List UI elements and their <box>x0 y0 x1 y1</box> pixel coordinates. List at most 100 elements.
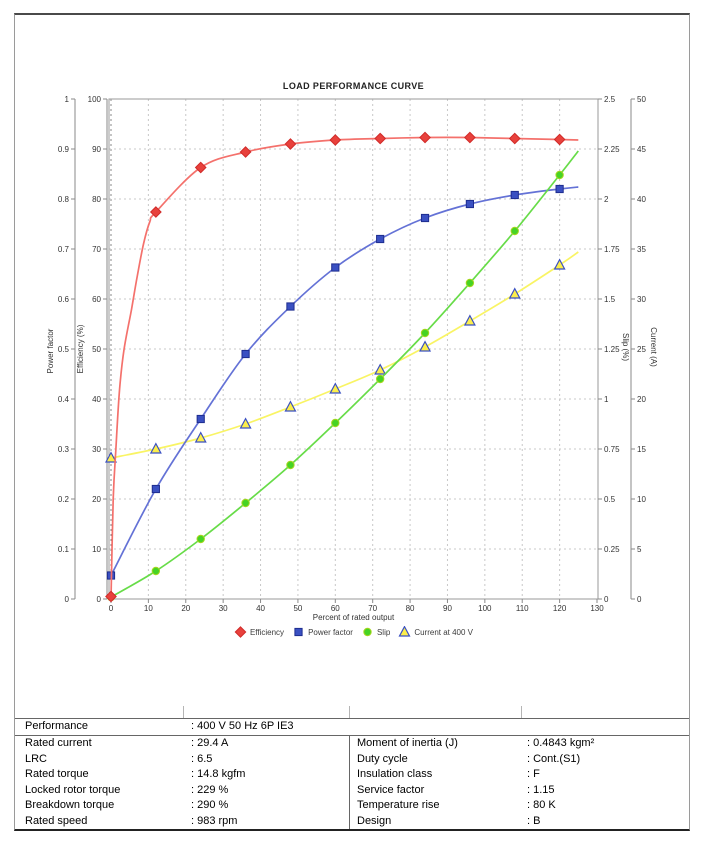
x-axis: 0 10 20 30 40 50 60 70 80 90 100 110 120 130 <box>109 599 604 613</box>
tick-label: 90 <box>92 145 101 154</box>
tick-label: 60 <box>92 295 101 304</box>
row-value: : 983 rpm <box>191 814 238 827</box>
tick-label: 100 <box>478 604 492 613</box>
current-axis-title: Current (A) <box>649 327 658 367</box>
row-value: : Cont.(S1) <box>527 752 581 765</box>
efficiency-legend-marker-icon <box>234 626 247 638</box>
chart-title: LOAD PERFORMANCE CURVE <box>282 81 425 91</box>
power-factor-axis: 0 0.1 0.2 0.3 0.4 0.5 0.6 0.7 0.8 0.9 1 Power facto… <box>46 95 76 604</box>
tick-label: 0 <box>109 604 114 613</box>
table-column-divider <box>183 706 184 718</box>
table-row: Breakdown torque : 290 % Temperature rise:… <box>15 798 689 814</box>
row-value: : F <box>527 768 540 780</box>
tick-label: 10 <box>637 495 646 504</box>
tick-label: 130 <box>590 604 604 613</box>
table-row: LRC: 6.5 Duty cycle: Cont.(S1) <box>15 752 689 768</box>
row-label: Service factor <box>357 783 425 796</box>
legend-label: Slip <box>376 627 391 637</box>
tick-label: 90 <box>443 604 452 613</box>
row-value: : 29.4 A <box>191 737 229 749</box>
row-label: Temperature rise <box>357 799 440 811</box>
efficiency-axis-title: Efficiency (%) <box>76 324 85 373</box>
tick-label: 20 <box>92 495 101 504</box>
tick-label: 2.5 <box>604 95 616 104</box>
tick-label: 0.4 <box>58 395 70 404</box>
tick-label: 70 <box>92 245 101 254</box>
table-rule-top <box>15 718 689 719</box>
row-label: Locked rotor torque <box>25 783 121 796</box>
tick-label: 0.5 <box>58 345 70 354</box>
row-value: : 1.15 <box>527 783 555 796</box>
table-rule-middle <box>15 735 689 736</box>
tick-label: 1.75 <box>604 245 620 254</box>
legend-label: Current at 400 V <box>414 627 474 637</box>
legend-item-efficiency: Efficiency <box>234 626 284 638</box>
x-axis-title: Percent of rated output <box>312 613 395 622</box>
legend-label: Power factor <box>308 627 353 637</box>
slip-legend-marker-icon <box>363 627 372 637</box>
tick-label: 100 <box>88 95 102 104</box>
tick-label: 10 <box>92 545 101 554</box>
tick-label: 50 <box>637 95 646 104</box>
tick-label: 0.7 <box>58 245 70 254</box>
table-row: Rated current: 29.4 A Moment of inertia (… <box>15 736 689 752</box>
chart-canvas: 0 0.1 0.2 0.3 0.4 0.5 0.6 0.7 0.8 0.9 1 Power facto… <box>46 95 658 613</box>
row-label: Breakdown torque <box>25 799 115 811</box>
tick-label: 0.2 <box>58 495 70 504</box>
tick-label: 0.75 <box>604 445 620 454</box>
table-center-divider <box>349 736 350 829</box>
row-label: Rated current <box>25 737 92 749</box>
tick-label: 40 <box>637 195 646 204</box>
performance-value: : 400 V 50 Hz 6P IE3 <box>191 720 294 732</box>
row-value: : 6.5 <box>191 752 213 765</box>
current-at-400-v-legend-marker-icon <box>398 626 411 637</box>
slip-axis-title: Slip (%) <box>621 333 630 361</box>
row-label: Rated torque <box>25 768 89 780</box>
tick-label: 120 <box>553 604 567 613</box>
performance-label: Performance <box>25 720 88 732</box>
tick-label: 10 <box>144 604 153 613</box>
tick-label: 25 <box>637 345 646 354</box>
tick-label: 40 <box>256 604 265 613</box>
page-frame: 0 0.1 0.2 0.3 0.4 0.5 0.6 0.7 0.8 0.9 1 Power facto… <box>14 13 690 831</box>
tick-label: 0.5 <box>604 495 616 504</box>
tick-label: 80 <box>92 195 101 204</box>
row-label: Design <box>357 814 392 827</box>
table-row: Rated speed : 983 rpm Design : B <box>15 814 689 830</box>
tick-label: 0 <box>637 595 642 604</box>
grid-lines <box>109 99 598 599</box>
tick-label: 1 <box>604 395 609 404</box>
tick-label: 60 <box>331 604 340 613</box>
legend-item-current-at-400-v: Current at 400 V <box>398 626 473 638</box>
tick-label: 0 <box>604 595 609 604</box>
row-value: : 80 K <box>527 799 556 811</box>
row-value: : B <box>527 814 541 827</box>
current-at-400-v-markers <box>105 258 566 463</box>
table-column-divider <box>349 706 350 718</box>
tick-label: 30 <box>219 604 228 613</box>
row-value: : 0.4843 kgm² <box>527 737 595 749</box>
tick-label: 110 <box>516 604 529 613</box>
row-label: Rated speed <box>25 814 88 827</box>
table-rows: Rated current: 29.4 A Moment of inertia (… <box>15 736 689 829</box>
efficiency-markers <box>105 131 566 603</box>
efficiency-series <box>105 131 579 603</box>
slip-axis: 0 0.25 0.5 0.75 1 1.25 1.5 1.75 2 2.25 2.5 Slip (%) <box>598 95 630 604</box>
legend-label: Efficiency <box>249 627 285 637</box>
tick-label: 0 <box>65 595 70 604</box>
chart-legend: Efficiency Power factor Slip Current at 400… <box>109 626 598 638</box>
tick-label: 15 <box>637 445 646 454</box>
load-performance-chart: 0 0.1 0.2 0.3 0.4 0.5 0.6 0.7 0.8 0.9 1 Power facto… <box>15 15 689 665</box>
tick-label: 2 <box>604 195 609 204</box>
row-label: Duty cycle <box>357 752 408 765</box>
row-value: : 14.8 kgfm <box>191 768 246 780</box>
tick-label: 50 <box>293 604 302 613</box>
legend-item-slip: Slip <box>361 626 390 638</box>
table-column-divider <box>521 706 522 718</box>
row-value: : 290 % <box>191 799 229 811</box>
tick-label: 1.5 <box>604 295 616 304</box>
tick-label: 45 <box>637 145 646 154</box>
efficiency-line <box>110 136 579 600</box>
current-at-400-v-series <box>105 251 579 463</box>
